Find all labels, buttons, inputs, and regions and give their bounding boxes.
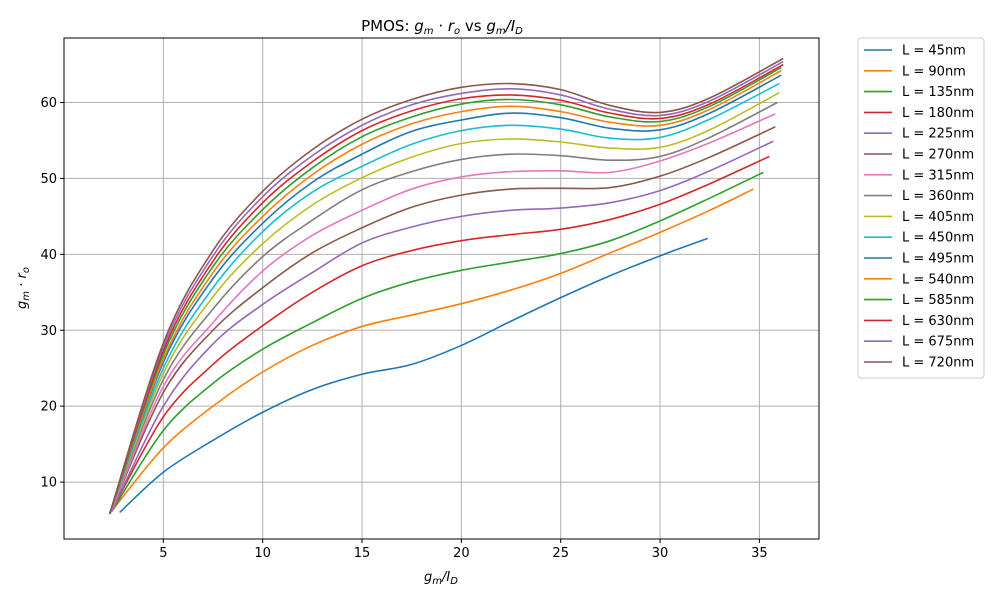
- legend-label: L = 135nm: [902, 85, 974, 100]
- legend-label: L = 270nm: [902, 148, 974, 163]
- y-tick-label: 50: [40, 172, 57, 187]
- grid: [64, 38, 819, 539]
- series-line-0: [119, 237, 709, 514]
- legend-label: L = 90nm: [902, 64, 966, 79]
- series-line-1: [113, 188, 754, 510]
- legend-label: L = 405nm: [902, 210, 974, 225]
- x-tick-label: 35: [751, 546, 768, 561]
- series-lines: [108, 57, 784, 515]
- y-axis-ticks: 10 20 30 40 50 60: [40, 96, 64, 491]
- series-line-4: [110, 140, 774, 513]
- legend-label: L = 450nm: [902, 231, 974, 246]
- series-line-2: [112, 171, 764, 511]
- legend-label: L = 180nm: [902, 106, 974, 121]
- legend-label: L = 315nm: [902, 168, 974, 183]
- series-line-5: [109, 126, 776, 513]
- series-line-12: [108, 66, 782, 515]
- series-line-13: [108, 63, 784, 515]
- legend-box: [857, 37, 985, 379]
- series-line-14: [108, 60, 784, 515]
- series-line-11: [108, 69, 782, 514]
- series-line-8: [108, 91, 780, 514]
- legend-label: L = 630nm: [902, 314, 974, 329]
- x-tick-label: 5: [159, 546, 167, 561]
- legend-label: L = 540nm: [902, 272, 974, 287]
- series-line-9: [108, 82, 780, 514]
- series-line-3: [110, 155, 770, 512]
- x-tick-label: 10: [254, 546, 271, 561]
- y-tick-label: 30: [40, 324, 57, 339]
- series-line-6: [109, 113, 776, 513]
- legend-label: L = 225nm: [902, 127, 974, 142]
- x-axis-label: gm/ID: [424, 570, 458, 587]
- series-line-7: [108, 101, 778, 514]
- legend-label: L = 360nm: [902, 189, 974, 204]
- y-tick-label: 40: [40, 248, 57, 263]
- x-tick-label: 25: [552, 546, 569, 561]
- legend-label: L = 45nm: [902, 44, 966, 59]
- legend-label: L = 675nm: [902, 335, 974, 350]
- y-tick-label: 20: [40, 400, 57, 415]
- series-line-15: [108, 57, 784, 515]
- legend-label: L = 720nm: [902, 356, 974, 371]
- legend-label: L = 495nm: [902, 252, 974, 267]
- legend-label: L = 585nm: [902, 293, 974, 308]
- x-axis-ticks: 5 10 15 20 25 30 35: [159, 539, 768, 561]
- legend: L = 45nm L = 90nm L = 135nm L = 180nm L = 22…: [857, 37, 985, 379]
- y-tick-label: 60: [40, 96, 57, 111]
- plot-frame: [63, 37, 820, 540]
- x-tick-label: 15: [354, 546, 371, 561]
- series-line-10: [108, 74, 782, 514]
- x-tick-label: 30: [652, 546, 669, 561]
- chart-title: PMOS: gm · ro vs gm/ID: [361, 17, 523, 37]
- y-axis-label: gm · ro: [15, 267, 32, 309]
- x-tick-label: 20: [453, 546, 470, 561]
- y-tick-label: 10: [40, 476, 57, 491]
